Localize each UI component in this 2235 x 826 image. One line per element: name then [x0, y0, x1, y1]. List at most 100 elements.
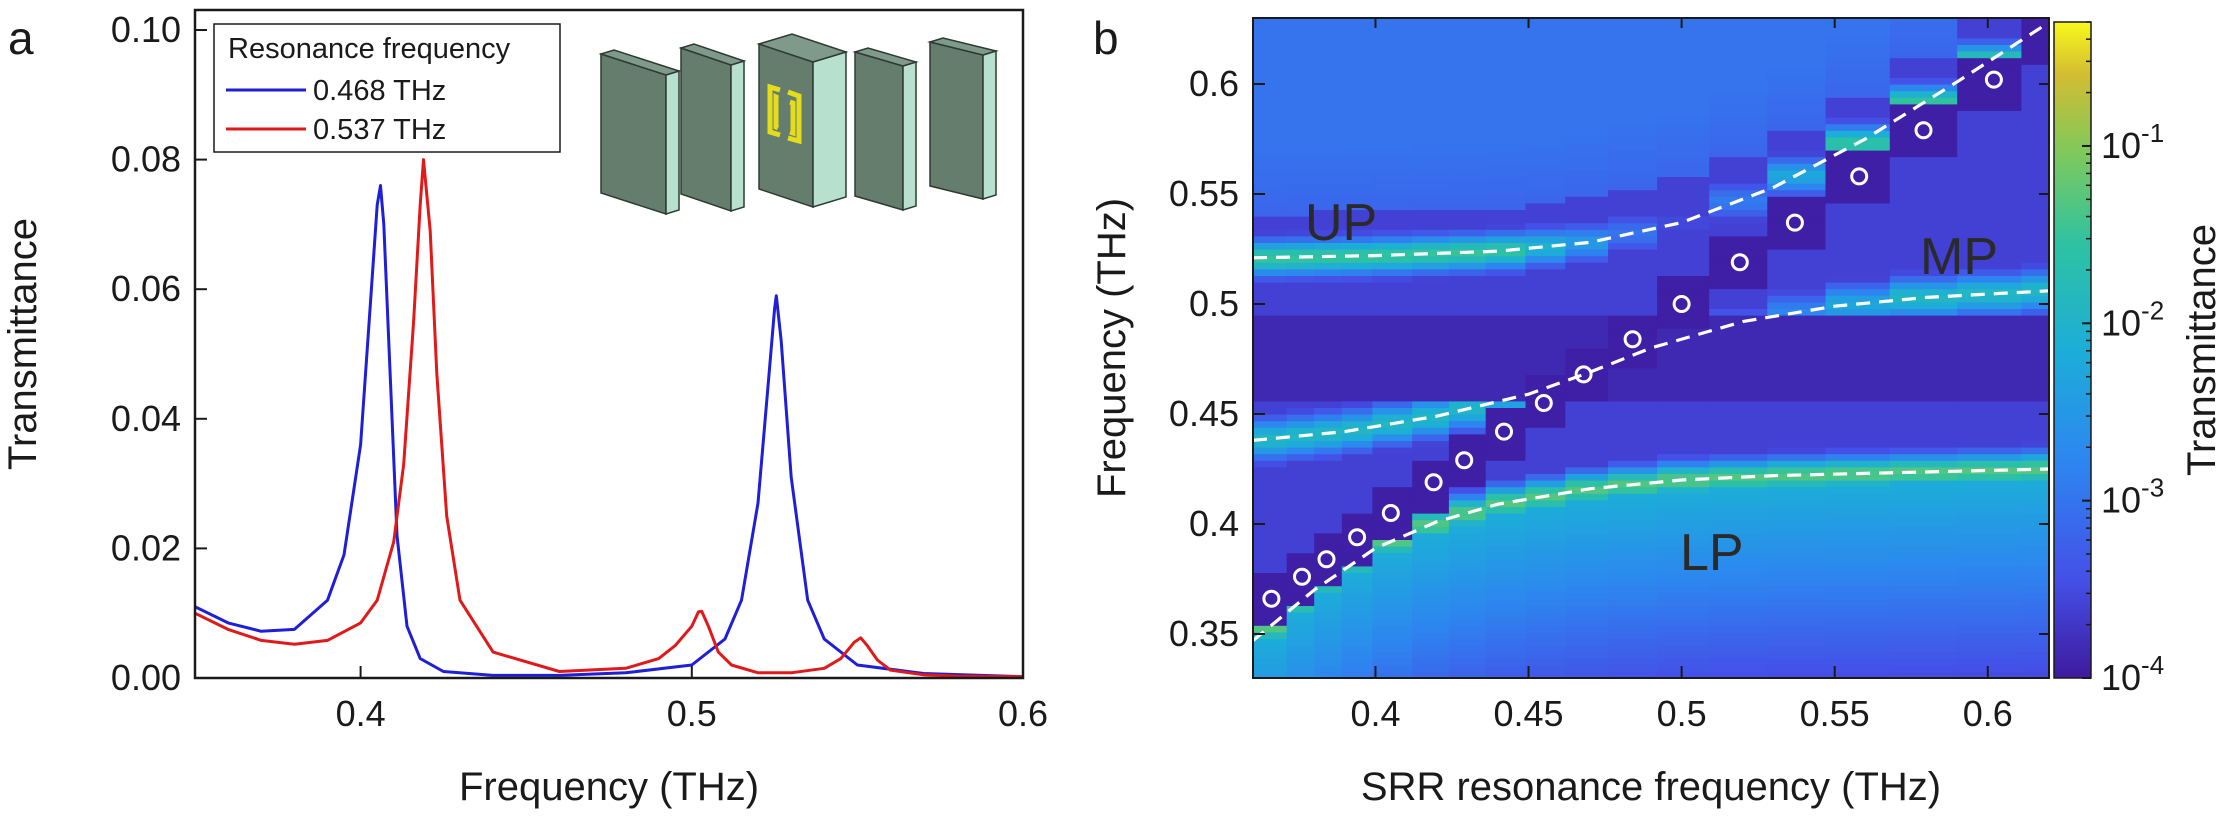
- heatmap-cell: [1709, 295, 1768, 303]
- panel-b-frame: [1252, 17, 2050, 679]
- heatmap-cell: [1825, 658, 1891, 666]
- heatmap-cell: [1448, 222, 1487, 230]
- heatmap-cell: [1767, 532, 1827, 540]
- heatmap-cell: [1957, 77, 2023, 85]
- heatmap-cell: [1314, 143, 1343, 151]
- heatmap-cell: [1525, 143, 1566, 151]
- heatmap-cell: [1412, 513, 1450, 521]
- heatmap-cell: [1657, 539, 1710, 547]
- heatmap-cell: [1485, 361, 1527, 369]
- heatmap-cell: [1341, 308, 1373, 316]
- heatmap-cell: [1565, 658, 1609, 666]
- heatmap-cell: [1485, 638, 1527, 646]
- heatmap-cell: [1286, 387, 1315, 395]
- heatmap-cell: [1657, 90, 1710, 98]
- heatmap-cell: [1341, 367, 1373, 375]
- heatmap-cell: [1709, 44, 1768, 52]
- heatmap-cell: [1709, 249, 1768, 257]
- heatmap-cell: [1709, 526, 1768, 534]
- heatmap-column: [1253, 18, 1288, 678]
- heatmap-cell: [1608, 645, 1658, 653]
- heatmap-cell: [1709, 222, 1768, 230]
- heatmap-cell: [1957, 400, 2023, 408]
- heatmap-cell: [1253, 420, 1288, 428]
- heatmap-cell: [2021, 37, 2049, 45]
- heatmap-cell: [1525, 539, 1566, 547]
- heatmap-cell: [1253, 262, 1288, 270]
- heatmap-cell: [1608, 44, 1658, 52]
- heatmap-cell: [1608, 249, 1658, 257]
- heatmap-cell: [1825, 262, 1891, 270]
- heatmap-cell: [1657, 123, 1710, 131]
- heatmap-cell: [1709, 605, 1768, 613]
- heatmap-cell: [1825, 526, 1891, 534]
- heatmap-cell: [1253, 150, 1288, 158]
- heatmap-cell: [1485, 321, 1527, 329]
- heatmap-cell: [1525, 275, 1566, 283]
- panel-a-xlabel: Frequency (THz): [459, 765, 759, 809]
- heatmap-cell: [1412, 163, 1450, 171]
- heatmap-cell: [1341, 354, 1373, 362]
- heatmap-cell: [1372, 499, 1413, 507]
- heatmap-cell: [1253, 526, 1288, 534]
- heatmap-cell: [1709, 664, 1768, 672]
- heatmap-cell: [1448, 334, 1487, 342]
- heatmap-cell: [1767, 229, 1827, 237]
- heatmap-cell: [1889, 295, 1958, 303]
- heatmap-cell: [1709, 592, 1768, 600]
- heatmap-cell: [1565, 638, 1609, 646]
- heatmap-cell: [1372, 427, 1413, 435]
- heatmap-cell: [1565, 222, 1609, 230]
- heatmap-cell: [1286, 110, 1315, 118]
- heatmap-cell: [1448, 202, 1487, 210]
- heatmap-cell: [1957, 97, 2023, 105]
- heatmap-cell: [1286, 209, 1315, 217]
- heatmap-cell: [1657, 552, 1710, 560]
- slab-2: [678, 43, 747, 213]
- heatmap-cell: [1957, 387, 2023, 395]
- heatmap-cell: [1448, 136, 1487, 144]
- heatmap-cell: [1767, 480, 1827, 488]
- heatmap-cell: [1565, 143, 1609, 151]
- heatmap-cell: [1608, 255, 1658, 263]
- heatmap-cell: [1657, 156, 1710, 164]
- heatmap-cell: [1448, 51, 1487, 59]
- heatmap-cell: [2021, 605, 2049, 613]
- heatmap-cell: [1608, 117, 1658, 125]
- heatmap-cell: [1565, 493, 1609, 501]
- heatmap-cell: [1825, 460, 1891, 468]
- heatmap-cell: [1412, 387, 1450, 395]
- heatmap-cell: [1889, 460, 1958, 468]
- heatmap-cell: [1709, 169, 1768, 177]
- heatmap-cell: [2021, 664, 2049, 672]
- heatmap-cell: [1372, 110, 1413, 118]
- heatmap-cell: [1525, 315, 1566, 323]
- heatmap-cell: [1889, 136, 1958, 144]
- heatmap-cell: [1412, 143, 1450, 151]
- heatmap-cell: [1448, 308, 1487, 316]
- heatmap-cell: [1412, 427, 1450, 435]
- heatmap-cell: [1448, 315, 1487, 323]
- heatmap-cell: [1709, 552, 1768, 560]
- heatmap-cell: [1372, 612, 1413, 620]
- heatmap-cell: [2021, 519, 2049, 527]
- heatmap-cell: [1608, 308, 1658, 316]
- heatmap-cell: [1565, 526, 1609, 534]
- heatmap-cell: [1825, 427, 1891, 435]
- heatmap-cell: [2021, 381, 2049, 389]
- heatmap-cell: [1485, 440, 1527, 448]
- heatmap-cell: [1412, 268, 1450, 276]
- heatmap-cell: [1525, 499, 1566, 507]
- panel-a-frame: [193, 8, 1025, 680]
- heatmap-cell: [1448, 117, 1487, 125]
- heatmap-cell: [1286, 163, 1315, 171]
- branch-line-up: [1253, 21, 2049, 260]
- heatmap-cell: [1412, 18, 1450, 26]
- heatmap-cell: [1767, 136, 1827, 144]
- heatmap-cell: [1485, 466, 1527, 474]
- heatmap-cell: [1448, 183, 1487, 191]
- heatmap-cell: [1412, 532, 1450, 540]
- heatmap-cell: [1341, 387, 1373, 395]
- heatmap-cell: [1286, 579, 1315, 587]
- heatmap-cell: [1657, 31, 1710, 39]
